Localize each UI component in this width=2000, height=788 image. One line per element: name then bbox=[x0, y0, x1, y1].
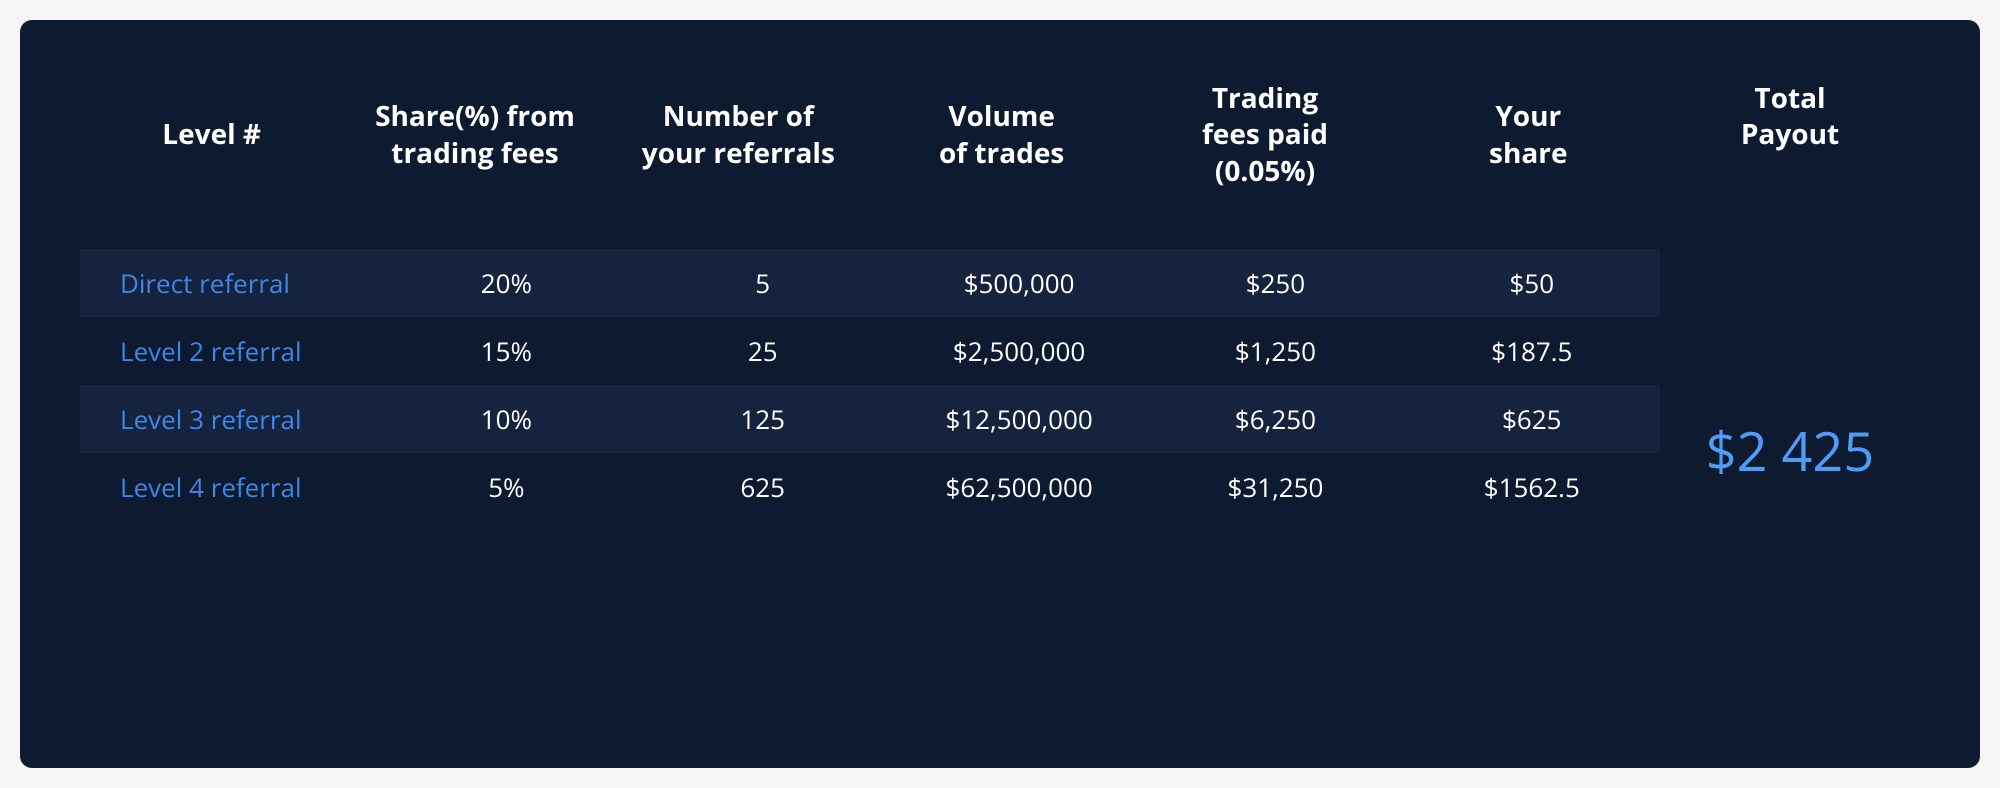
col-header-share-pct-line2: trading fees bbox=[391, 135, 558, 171]
cell-level: Level 2 referral bbox=[80, 333, 378, 369]
cell-your-share: $625 bbox=[1404, 401, 1660, 437]
col-header-num-referrals: Number of your referrals bbox=[607, 80, 870, 189]
col-header-total-payout: Total Payout bbox=[1660, 80, 1920, 213]
col-header-your-share-line2: share bbox=[1489, 135, 1568, 171]
cell-fees-paid: $31,250 bbox=[1147, 469, 1403, 505]
table-row: Level 4 referral 5% 625 $62,500,000 $31,… bbox=[80, 453, 1660, 521]
cell-volume: $12,500,000 bbox=[891, 401, 1147, 437]
col-header-level: Level # bbox=[80, 80, 343, 189]
cell-fees-paid: $250 bbox=[1147, 265, 1403, 301]
col-header-num-referrals-line2: your referrals bbox=[642, 135, 835, 171]
col-header-level-line1: Level # bbox=[162, 116, 261, 152]
col-header-fees-paid-line3: (0.05%) bbox=[1215, 153, 1315, 189]
col-header-fees-paid-line1: Trading bbox=[1212, 80, 1318, 116]
cell-num-referrals: 125 bbox=[635, 401, 891, 437]
col-header-share-pct: Share(%) from trading fees bbox=[343, 80, 606, 189]
col-header-total-payout-line1: Total bbox=[1754, 80, 1825, 116]
col-header-volume-line1: Volume bbox=[948, 98, 1055, 134]
cell-num-referrals: 5 bbox=[635, 265, 891, 301]
cell-share-pct: 10% bbox=[378, 401, 634, 437]
cell-level: Level 3 referral bbox=[80, 401, 378, 437]
cell-level: Direct referral bbox=[80, 265, 378, 301]
table-row: Level 3 referral 10% 125 $12,500,000 $6,… bbox=[80, 385, 1660, 453]
cell-volume: $2,500,000 bbox=[891, 333, 1147, 369]
col-header-num-referrals-line1: Number of bbox=[663, 98, 814, 134]
col-header-your-share-line1: Your bbox=[1495, 98, 1561, 134]
cell-your-share: $50 bbox=[1404, 265, 1660, 301]
col-header-share-pct-line1: Share(%) from bbox=[375, 98, 575, 134]
cell-num-referrals: 25 bbox=[635, 333, 891, 369]
table-body: Direct referral 20% 5 $500,000 $250 $50 … bbox=[80, 249, 1660, 521]
cell-volume: $62,500,000 bbox=[891, 469, 1147, 505]
cell-level: Level 4 referral bbox=[80, 469, 378, 505]
total-payout-value: $2 425 bbox=[1660, 213, 1920, 688]
main-columns: Level # Share(%) from trading fees Numbe… bbox=[80, 80, 1660, 688]
cell-share-pct: 15% bbox=[378, 333, 634, 369]
table-row: Direct referral 20% 5 $500,000 $250 $50 bbox=[80, 249, 1660, 317]
cell-share-pct: 5% bbox=[378, 469, 634, 505]
table-header-row: Level # Share(%) from trading fees Numbe… bbox=[80, 80, 1660, 249]
cell-your-share: $187.5 bbox=[1404, 333, 1660, 369]
referral-payout-card: Level # Share(%) from trading fees Numbe… bbox=[20, 20, 1980, 768]
col-header-volume: Volume of trades bbox=[870, 80, 1133, 189]
cell-share-pct: 20% bbox=[378, 265, 634, 301]
table-wrap: Level # Share(%) from trading fees Numbe… bbox=[80, 80, 1920, 688]
cell-fees-paid: $6,250 bbox=[1147, 401, 1403, 437]
col-header-fees-paid: Trading fees paid (0.05%) bbox=[1133, 80, 1396, 189]
col-header-fees-paid-line2: fees paid bbox=[1202, 116, 1328, 152]
cell-num-referrals: 625 bbox=[635, 469, 891, 505]
cell-volume: $500,000 bbox=[891, 265, 1147, 301]
table-row: Level 2 referral 15% 25 $2,500,000 $1,25… bbox=[80, 317, 1660, 385]
col-header-volume-line2: of trades bbox=[939, 135, 1064, 171]
cell-your-share: $1562.5 bbox=[1404, 469, 1660, 505]
col-header-total-payout-line2: Payout bbox=[1741, 116, 1839, 152]
total-payout-column: Total Payout $2 425 bbox=[1660, 80, 1920, 688]
cell-fees-paid: $1,250 bbox=[1147, 333, 1403, 369]
col-header-your-share: Your share bbox=[1397, 80, 1660, 189]
